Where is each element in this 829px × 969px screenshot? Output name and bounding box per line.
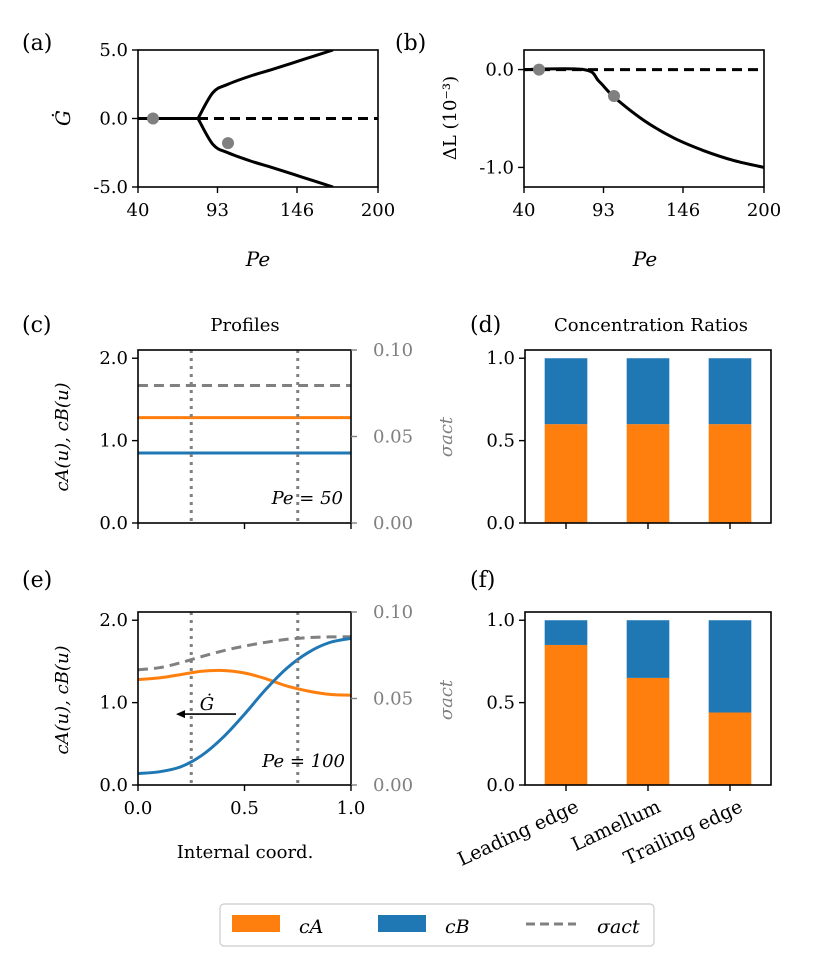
c-y2tick-label: 0.05 bbox=[373, 427, 413, 448]
d-bar-cA-1 bbox=[626, 424, 670, 523]
f-ytick-label: 0.5 bbox=[486, 693, 515, 714]
a-marker-1 bbox=[222, 137, 234, 150]
d-bar-cA-0 bbox=[544, 424, 588, 523]
f-bar-cA-0 bbox=[544, 644, 588, 785]
b-xtick-label: 40 bbox=[513, 200, 536, 221]
e-y2tick-label: 0.05 bbox=[373, 689, 413, 710]
b-xtick-label: 200 bbox=[747, 200, 781, 221]
d-axes-frame bbox=[524, 349, 772, 524]
panel-d: (d) Concentration Ratios 0.0 0.5 1.0 bbox=[470, 313, 772, 534]
panel-f-label: (f) bbox=[470, 568, 495, 593]
e-y2tick-label: 0.00 bbox=[373, 775, 413, 796]
panel-e-label: (e) bbox=[22, 568, 52, 593]
f-category-label: Leading edge bbox=[454, 796, 582, 871]
e-series-cA bbox=[137, 668, 352, 697]
b-marker-0 bbox=[533, 63, 545, 76]
e-ytick-label: 0.0 bbox=[99, 775, 128, 796]
e-xtick-label: 0.0 bbox=[124, 798, 153, 819]
b-ytick-label: -1.0 bbox=[479, 157, 514, 178]
panel-c-ylabel: cA(u), cB(u) bbox=[52, 382, 73, 491]
legend-patch-cA bbox=[232, 915, 280, 932]
e-y2tick-label: 0.10 bbox=[373, 602, 413, 623]
f-bar-cB-1 bbox=[626, 620, 670, 678]
f-bar-cA-1 bbox=[626, 677, 670, 785]
f-bar-cB-2 bbox=[708, 620, 752, 713]
e-xtick-label: 0.5 bbox=[230, 798, 259, 819]
e-arrow-head bbox=[176, 710, 185, 719]
legend-label-sigma: σact bbox=[597, 916, 640, 938]
panel-e-arrow-label: Ġ bbox=[200, 692, 214, 715]
panel-e-y2label: σact bbox=[436, 679, 457, 720]
c-ytick-label: 1.0 bbox=[99, 431, 128, 452]
panel-e: (e) Internal coord. cA(u), cB(u) σact Pe… bbox=[22, 568, 457, 863]
legend-frame bbox=[219, 903, 655, 947]
panel-e-xlabel: Internal coord. bbox=[177, 842, 314, 863]
c-ytick-label: 0.0 bbox=[99, 513, 128, 534]
legend-label-cA: cA bbox=[299, 916, 323, 938]
c-y2tick-label: 0.00 bbox=[373, 513, 413, 534]
f-bar-cB-0 bbox=[544, 620, 588, 645]
a-ytick-label: 5.0 bbox=[99, 40, 128, 61]
legend-patch-cB bbox=[378, 915, 426, 932]
legend: cA cB σact bbox=[219, 903, 655, 947]
a-ytick-label: -5.0 bbox=[93, 177, 128, 198]
panel-e-annotation: Pe = 100 bbox=[261, 751, 345, 772]
d-bar-cB-2 bbox=[708, 358, 752, 425]
f-bar-cA-2 bbox=[708, 712, 752, 785]
b-axes-frame bbox=[523, 49, 765, 188]
d-bar-cB-1 bbox=[626, 358, 670, 425]
a-xtick-label: 93 bbox=[206, 200, 229, 221]
a-series-upper-branch bbox=[196, 50, 334, 120]
f-ytick-label: 1.0 bbox=[486, 610, 515, 631]
panel-a-ylabel: Ġ bbox=[50, 110, 75, 126]
panel-b-xlabel: Pe bbox=[632, 247, 657, 271]
a-xtick-label: 40 bbox=[127, 200, 150, 221]
b-marker-1 bbox=[608, 89, 620, 102]
panel-c-y2label: σact bbox=[436, 416, 457, 457]
b-ytick-label: 0.0 bbox=[485, 60, 514, 81]
a-xtick-label: 146 bbox=[280, 200, 314, 221]
c-y2tick-label: 0.10 bbox=[373, 340, 413, 361]
e-series-sigma bbox=[137, 635, 352, 672]
e-ytick-label: 1.0 bbox=[99, 693, 128, 714]
f-axes-frame bbox=[524, 611, 772, 786]
panel-c: (c) Profiles cA(u), cB(u) σact Pe = 50 0… bbox=[22, 313, 457, 534]
e-xtick-label: 1.0 bbox=[337, 798, 366, 819]
b-xtick-label: 93 bbox=[592, 200, 615, 221]
a-ytick-label: 0.0 bbox=[99, 109, 128, 130]
panel-b-ylabel: ΔL (10⁻³) bbox=[440, 76, 461, 160]
b-xtick-label: 146 bbox=[666, 200, 700, 221]
d-ytick-label: 1.0 bbox=[486, 348, 515, 369]
a-marker-0 bbox=[147, 112, 159, 125]
panel-b: (b) Pe ΔL (10⁻³) -1.0 0.0 40 93 146 200 bbox=[395, 31, 781, 271]
panel-c-label: (c) bbox=[22, 313, 52, 338]
c-ytick-label: 2.0 bbox=[99, 348, 128, 369]
d-bar-cB-0 bbox=[544, 358, 588, 425]
e-series-cB bbox=[137, 636, 352, 775]
e-ytick-label: 2.0 bbox=[99, 610, 128, 631]
d-ytick-label: 0.0 bbox=[486, 513, 515, 534]
d-bar-cA-2 bbox=[708, 424, 752, 523]
a-series-lower-branch bbox=[196, 117, 334, 187]
legend-label-cB: cB bbox=[445, 916, 470, 938]
panel-a: (a) Pe Ġ -5.0 0.0 5.0 40 93 146 200 bbox=[22, 31, 395, 271]
panel-c-annotation: Pe = 50 bbox=[271, 488, 343, 509]
panel-c-title: Profiles bbox=[210, 315, 279, 336]
panel-d-title: Concentration Ratios bbox=[554, 315, 748, 336]
f-ytick-label: 0.0 bbox=[486, 775, 515, 796]
b-series-ΔL bbox=[524, 67, 764, 169]
panel-d-label: (d) bbox=[470, 313, 501, 338]
panel-b-label: (b) bbox=[395, 31, 426, 56]
a-xtick-label: 200 bbox=[361, 200, 395, 221]
panel-e-ylabel: cA(u), cB(u) bbox=[52, 645, 73, 754]
d-ytick-label: 0.5 bbox=[486, 431, 515, 452]
panel-a-label: (a) bbox=[22, 31, 52, 56]
panel-a-xlabel: Pe bbox=[245, 247, 270, 271]
